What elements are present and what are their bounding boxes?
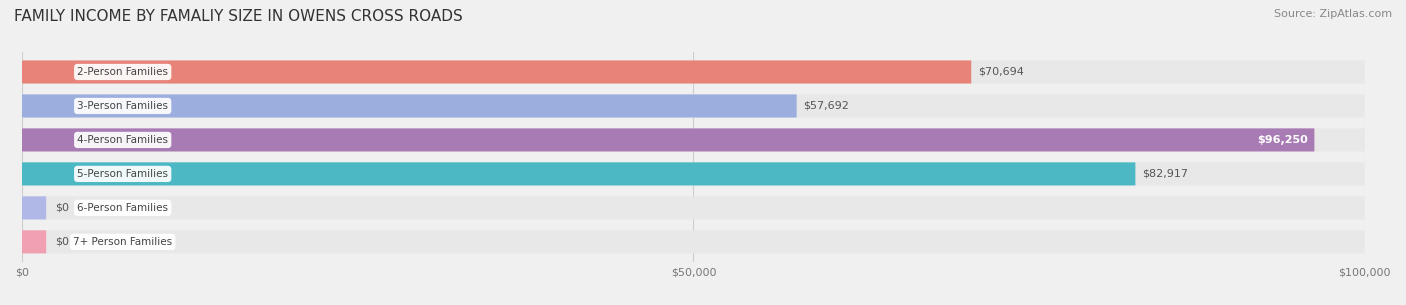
Text: 2-Person Families: 2-Person Families [77,67,169,77]
FancyBboxPatch shape [22,95,1365,117]
Text: 4-Person Families: 4-Person Families [77,135,169,145]
FancyBboxPatch shape [22,196,1365,219]
Text: $0: $0 [56,203,69,213]
Text: $96,250: $96,250 [1257,135,1308,145]
Text: $57,692: $57,692 [803,101,849,111]
Text: 5-Person Families: 5-Person Families [77,169,169,179]
FancyBboxPatch shape [22,162,1136,185]
Text: $0: $0 [56,237,69,247]
FancyBboxPatch shape [22,128,1315,152]
FancyBboxPatch shape [22,162,1365,185]
FancyBboxPatch shape [22,230,1365,253]
FancyBboxPatch shape [22,196,46,219]
FancyBboxPatch shape [22,60,972,84]
Text: 6-Person Families: 6-Person Families [77,203,169,213]
Text: $82,917: $82,917 [1142,169,1188,179]
FancyBboxPatch shape [22,95,797,117]
Text: Source: ZipAtlas.com: Source: ZipAtlas.com [1274,9,1392,19]
FancyBboxPatch shape [22,60,1365,84]
Text: FAMILY INCOME BY FAMALIY SIZE IN OWENS CROSS ROADS: FAMILY INCOME BY FAMALIY SIZE IN OWENS C… [14,9,463,24]
Text: 7+ Person Families: 7+ Person Families [73,237,173,247]
FancyBboxPatch shape [22,128,1365,152]
Text: 3-Person Families: 3-Person Families [77,101,169,111]
Text: $70,694: $70,694 [979,67,1024,77]
FancyBboxPatch shape [22,230,46,253]
